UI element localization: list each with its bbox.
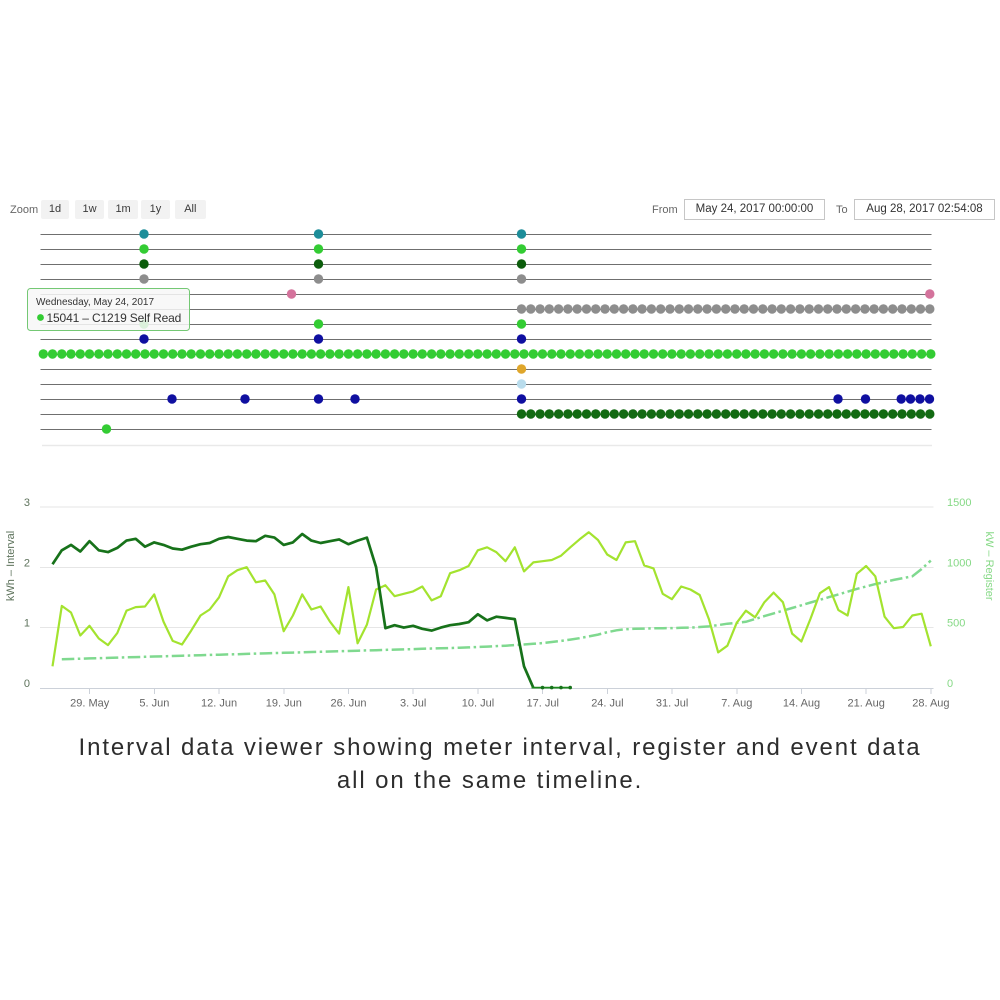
- svg-text:29. May: 29. May: [70, 698, 110, 710]
- svg-text:0: 0: [24, 678, 30, 690]
- svg-text:1500: 1500: [947, 497, 971, 509]
- svg-text:14. Aug: 14. Aug: [783, 698, 820, 710]
- svg-text:1000: 1000: [947, 557, 971, 569]
- svg-text:21. Aug: 21. Aug: [848, 698, 885, 710]
- svg-text:28. Aug: 28. Aug: [912, 698, 949, 710]
- svg-text:500: 500: [947, 618, 965, 630]
- svg-text:0: 0: [947, 678, 953, 690]
- svg-text:26. Jun: 26. Jun: [330, 698, 366, 710]
- svg-text:7. Aug: 7. Aug: [721, 698, 752, 710]
- svg-text:15041 – C1219 Self Read: 15041 – C1219 Self Read: [47, 311, 182, 325]
- svg-text:kW – Register: kW – Register: [983, 531, 995, 600]
- svg-text:Wednesday, May 24, 2017: Wednesday, May 24, 2017: [36, 297, 154, 308]
- svg-text:19. Jun: 19. Jun: [266, 698, 302, 710]
- svg-text:31. Jul: 31. Jul: [656, 698, 688, 710]
- svg-text:2: 2: [24, 557, 30, 569]
- svg-text:12. Jun: 12. Jun: [201, 698, 237, 710]
- svg-text:17. Jul: 17. Jul: [526, 698, 558, 710]
- svg-text:3: 3: [24, 497, 30, 509]
- svg-text:3. Jul: 3. Jul: [400, 698, 426, 710]
- svg-text:1: 1: [24, 618, 30, 630]
- svg-text:5. Jun: 5. Jun: [139, 698, 169, 710]
- svg-text:kWh – Interval: kWh – Interval: [5, 531, 17, 601]
- svg-text:24. Jul: 24. Jul: [591, 698, 623, 710]
- svg-text:10. Jul: 10. Jul: [462, 698, 494, 710]
